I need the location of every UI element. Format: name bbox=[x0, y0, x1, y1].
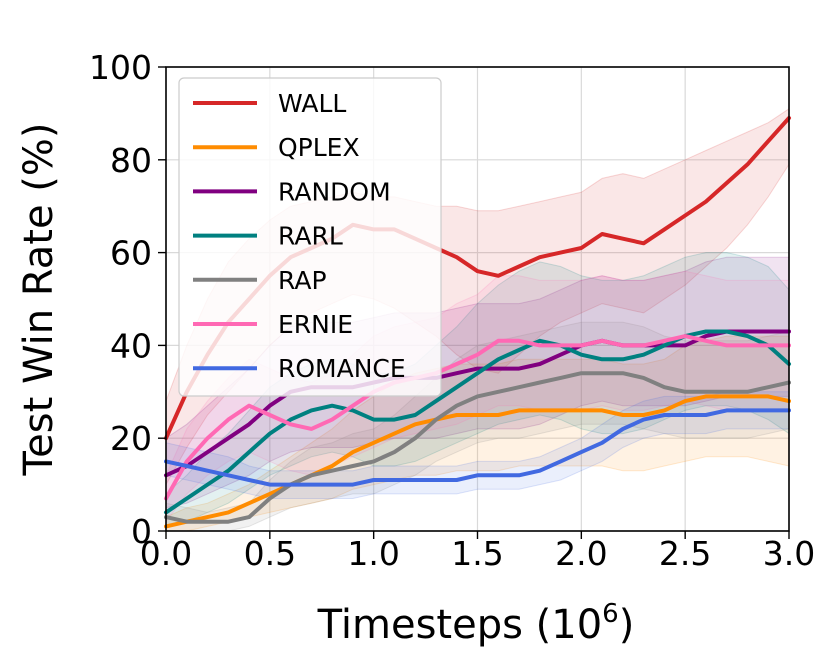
x-tick-label: 2.0 bbox=[555, 534, 607, 573]
legend-label-wall: WALL bbox=[278, 89, 346, 118]
x-tick-label: 2.5 bbox=[659, 534, 711, 573]
legend-label-rap: RAP bbox=[278, 266, 327, 295]
x-tick-label: 3.0 bbox=[763, 534, 815, 573]
legend-label-romance: ROMANCE bbox=[278, 354, 406, 383]
legend-label-random: RANDOM bbox=[278, 177, 391, 206]
y-tick-label: 80 bbox=[110, 141, 152, 180]
x-tick-label: 0.0 bbox=[140, 534, 192, 573]
legend-box bbox=[178, 77, 442, 397]
y-axis-title: Test Win Rate (%) bbox=[16, 123, 62, 477]
y-tick-label: 100 bbox=[89, 48, 152, 87]
y-tick-label: 0 bbox=[131, 512, 152, 551]
series-line-rap bbox=[164, 371, 791, 524]
y-tick-label: 20 bbox=[110, 419, 152, 458]
legend-label-rarl: RARL bbox=[278, 222, 343, 251]
x-axis-title: Timesteps (106) bbox=[317, 599, 635, 648]
y-tick-label: 40 bbox=[110, 326, 152, 365]
legend-label-ernie: ERNIE bbox=[278, 310, 353, 339]
series-line-qplex bbox=[164, 394, 791, 529]
legend: WALL QPLEX RANDOM RARL RAP ERNIE ROMANCE bbox=[178, 77, 442, 397]
legend-label-qplex: QPLEX bbox=[278, 133, 360, 162]
series-line-ernie bbox=[164, 334, 791, 501]
y-tick-label: 60 bbox=[110, 234, 152, 273]
x-tick-label: 0.5 bbox=[244, 534, 296, 573]
x-tick-label: 1.5 bbox=[451, 534, 503, 573]
x-tick-label: 1.0 bbox=[347, 534, 399, 573]
series-line-random bbox=[164, 329, 791, 478]
series-line-romance bbox=[164, 408, 791, 487]
axis-ticks: 0.0 0.5 1.0 1.5 2.0 2.5 3.0 0 20 40 60 80 100 bbox=[89, 48, 815, 573]
